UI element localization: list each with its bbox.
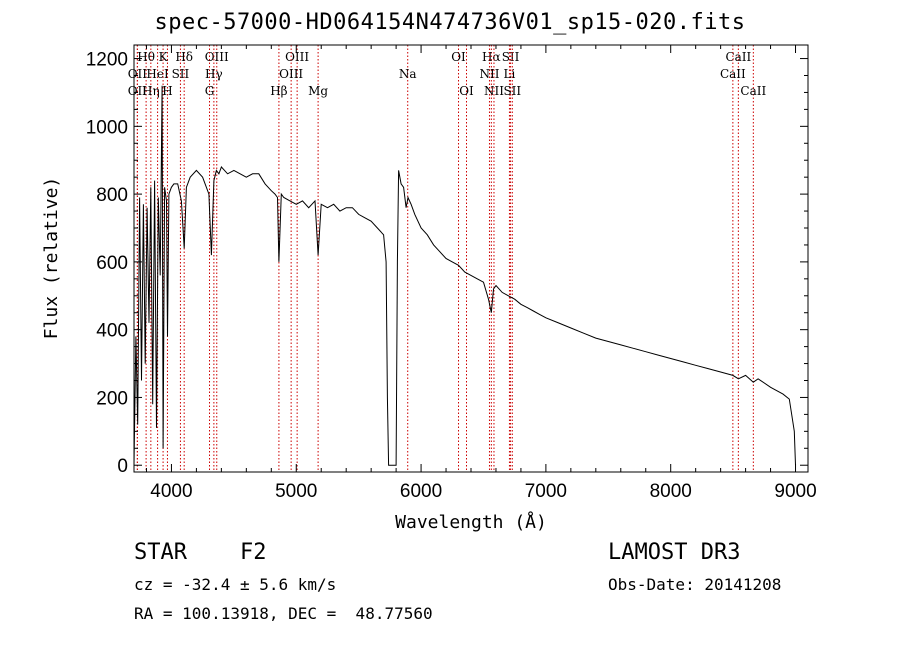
marker-label: CaII (725, 50, 751, 64)
marker-label: Hγ (205, 67, 223, 81)
object-subclass: F2 (240, 540, 267, 565)
marker-label: SII (172, 67, 190, 81)
chart-title: spec-57000-HD064154N474736V01_sp15-020.f… (154, 10, 746, 35)
marker-label: Mg (308, 84, 328, 98)
x-tick-label: 8000 (650, 481, 692, 502)
x-tick-label: 7000 (525, 481, 567, 502)
marker-label: CaII (740, 84, 766, 98)
x-tick-label: 6000 (400, 481, 442, 502)
y-tick-label: 200 (96, 388, 128, 409)
x-tick-label: 9000 (774, 481, 816, 502)
marker-label: Hβ (270, 84, 287, 98)
marker-label: NII (479, 67, 499, 81)
marker-label: OII (128, 84, 148, 98)
marker-label: Hθ (137, 50, 155, 64)
marker-label: H (162, 84, 172, 98)
spectrum-series (133, 85, 796, 466)
y-axis-label: Flux (relative) (41, 177, 62, 340)
marker-label: OI (451, 50, 466, 64)
marker-label: CaII (720, 67, 746, 81)
plot-frame (133, 44, 809, 473)
marker-label: K (159, 50, 169, 64)
marker-label: OI (459, 84, 474, 98)
y-tick-label: 400 (96, 321, 128, 342)
y-tick-label: 1200 (86, 50, 128, 71)
x-axis-label: Wavelength (Å) (395, 511, 547, 533)
marker-label: NII (484, 84, 504, 98)
y-tick-label: 600 (96, 253, 128, 274)
observation-date: Obs-Date: 20141208 (608, 575, 782, 594)
marker-label: Hα (482, 50, 501, 64)
marker-label: OIII (205, 50, 229, 64)
object-type: STAR (134, 540, 187, 565)
spectrum-line (133, 85, 796, 466)
y-tick-label: 800 (96, 185, 128, 206)
marker-label: HeI (146, 67, 169, 81)
y-tick-label: 0 (117, 456, 128, 477)
survey-name: LAMOST DR3 (608, 540, 741, 565)
axis-ticks: 4000 5000 6000 7000 8000 9000 0 200 400 600 800 100… (86, 45, 817, 502)
ra-dec-coordinates: RA = 100.13918, DEC = 48.77560 (134, 604, 433, 623)
marker-label: SII (502, 50, 520, 64)
redshift-cz: cz = -32.4 ± 5.6 km/s (134, 575, 337, 594)
marker-label: Li (504, 67, 516, 81)
marker-label: G (205, 84, 215, 98)
y-tick-label: 1000 (86, 117, 128, 138)
x-tick-label: 4000 (150, 481, 192, 502)
marker-label: SII (503, 84, 521, 98)
marker-label: Hη (142, 84, 160, 98)
marker-label: OIII (285, 50, 309, 64)
marker-label: OIII (279, 67, 303, 81)
marker-label: Hδ (175, 50, 193, 64)
x-tick-label: 5000 (275, 481, 317, 502)
marker-label: Na (399, 67, 417, 81)
